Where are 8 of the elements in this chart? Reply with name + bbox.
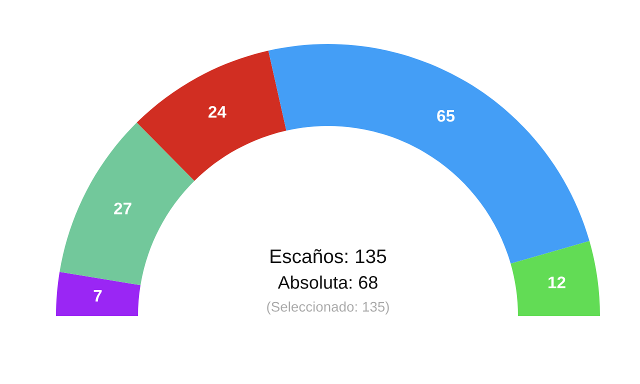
- data-label: 7: [94, 290, 102, 302]
- text: Absoluta: 68: [278, 276, 378, 289]
- data-label: 65: [437, 110, 455, 122]
- text: Escaños: 135: [270, 249, 386, 264]
- data-label: 12: [548, 276, 566, 288]
- data-label: 24: [208, 106, 226, 118]
- data-label: 27: [114, 202, 132, 214]
- text: (Seleccionado: 135): [267, 302, 389, 314]
